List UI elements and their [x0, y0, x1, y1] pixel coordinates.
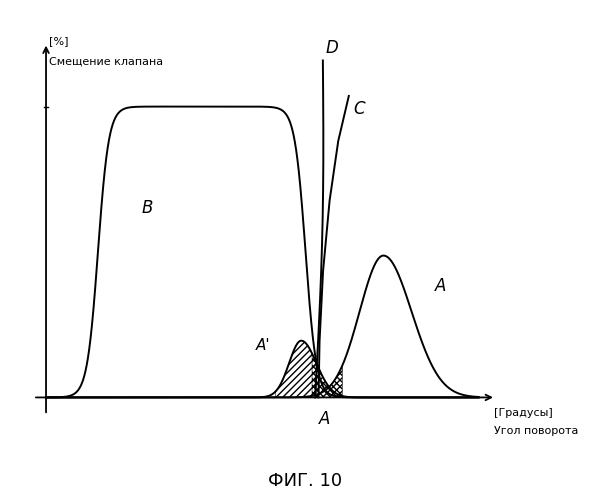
Text: B: B: [141, 199, 152, 217]
Text: A: A: [318, 410, 330, 428]
Text: [%]: [%]: [49, 36, 69, 46]
Text: A: A: [436, 277, 447, 295]
Text: D: D: [326, 40, 339, 58]
Text: C: C: [353, 100, 365, 117]
Text: [Градусы]: [Градусы]: [493, 408, 553, 418]
Text: Угол поворота: Угол поворота: [493, 426, 578, 436]
Text: ФИГ. 10: ФИГ. 10: [268, 472, 342, 490]
Text: Смещение клапана: Смещение клапана: [49, 57, 163, 67]
Text: A': A': [256, 338, 270, 352]
